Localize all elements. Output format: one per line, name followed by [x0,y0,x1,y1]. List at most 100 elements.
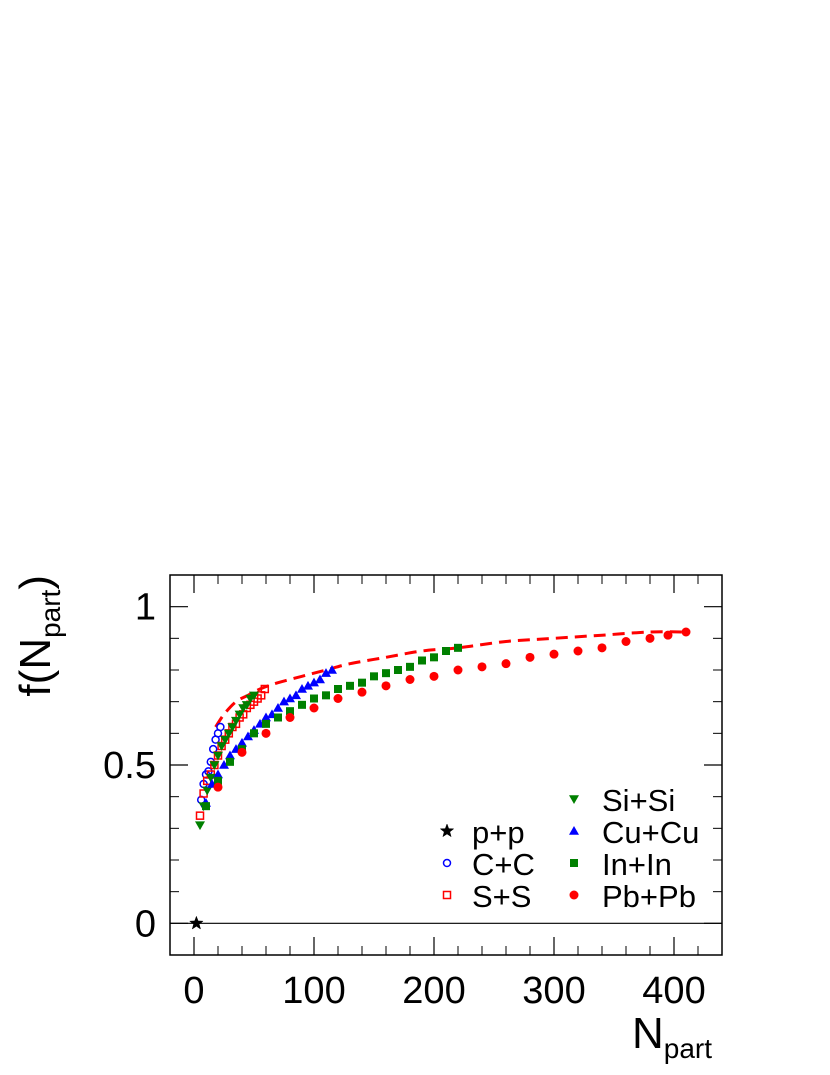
x-tick-label: 400 [642,970,705,1012]
data-point [442,647,450,655]
data-point [322,691,330,700]
y-axis-title-close: ) [11,575,60,590]
legend-marker [569,826,579,835]
data-point [394,666,402,674]
data-point [226,757,234,766]
data-point [297,684,307,693]
data-point [381,681,391,691]
data-point [663,630,673,640]
data-point [250,729,258,738]
data-point [327,665,337,674]
y-axis-title-sub: part [35,589,66,637]
data-point [234,710,245,720]
x-axis-title: Npart [632,1009,712,1064]
y-tick-label: 0 [135,903,156,945]
legend-entry-p-p: p+p [439,815,525,850]
data-point [237,737,247,747]
data-point [274,713,282,722]
data-point [681,627,691,637]
x-tick-label: 100 [282,970,345,1012]
data-point [225,750,235,760]
data-point [321,668,331,677]
data-point [333,694,343,703]
legend-entry-si-si: Si+Si [569,783,675,818]
data-point [382,669,390,678]
data-point [597,643,607,653]
data-point [205,773,216,783]
data-point [303,680,313,690]
legend-label: Si+Si [602,783,675,818]
legend-entry-pb-pb: Pb+Pb [569,879,696,914]
data-point [223,729,234,739]
legend-label: C+C [472,847,535,882]
data-point [195,811,205,820]
x-tick-label: 200 [402,970,465,1012]
data-point [261,728,271,738]
legend-marker [570,859,578,867]
legend-marker [442,890,452,900]
data-point [430,653,438,662]
fit-curve [214,630,687,728]
data-point [249,691,259,701]
legend-label: Cu+Cu [602,815,699,850]
data-point [645,633,655,643]
data-point [310,694,318,703]
data-point [213,751,223,761]
data-point [418,656,426,665]
data-point [202,802,210,811]
data-point [358,678,366,687]
data-point [309,677,319,687]
data-point [208,744,218,754]
data-point [573,646,583,656]
x-tick-label: 300 [522,970,585,1012]
data-point [370,672,378,681]
y-tick-label: 1 [135,587,156,629]
y-axis-title: f(Npart) [11,575,66,697]
legend-marker [442,858,452,868]
data-point [346,681,354,690]
data-point [273,703,283,712]
data-point [213,782,223,792]
series-pb-pb [213,627,691,792]
data-point [237,747,247,757]
data-point [216,722,225,732]
data-point [405,675,415,684]
data-point [243,731,253,741]
data-point [262,719,270,728]
data-point [227,723,238,732]
data-point [285,713,295,722]
data-point [260,684,270,694]
data-point [453,665,463,675]
data-point [286,707,294,716]
legend-label: Pb+Pb [602,879,696,914]
fit-curve-line [214,630,687,728]
data-points [189,627,691,930]
data-point [291,690,301,700]
data-point [213,769,223,779]
data-point [357,687,367,697]
legend-marker [569,795,579,804]
legend-entry-c-c: C+C [442,847,535,882]
legend-label: In+In [602,847,672,882]
data-point [315,674,325,684]
data-point [241,701,252,710]
legend-entry-cu-cu: Cu+Cu [569,815,699,850]
data-point [549,649,559,659]
legend-label: p+p [472,815,525,850]
data-point [195,821,205,831]
data-point [429,671,439,681]
legend-label: S+S [472,879,531,914]
data-point [501,659,511,669]
series-p-p [189,915,204,930]
data-point [202,786,213,796]
data-point [219,760,229,769]
data-point [454,643,462,652]
data-point [214,776,222,785]
data-point [189,915,204,930]
data-point [220,735,231,745]
series-in-in [202,643,462,811]
x-tick-label: 0 [183,970,204,1012]
